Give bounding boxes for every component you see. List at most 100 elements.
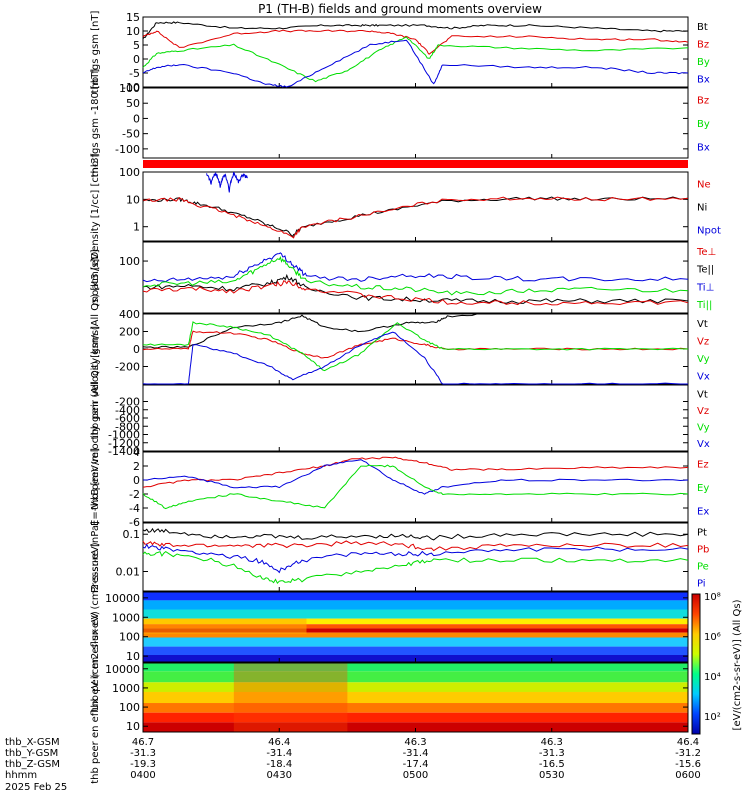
y-axis-label: thb peer velocity gsm (All Qs) [km/s]	[90, 326, 101, 510]
spectrogram-feature	[143, 618, 307, 634]
panel-9: 10000 1000 100 10 thb peer en eflux eV (cm2-…	[90, 611, 689, 784]
y-tick-label: 200	[119, 326, 140, 339]
y-tick-label: 10	[126, 720, 140, 733]
x-row-value: -19.3	[130, 759, 156, 770]
x-row-value: -15.6	[675, 759, 701, 770]
y-tick-label: 50	[126, 97, 140, 110]
y-tick-label: 10000	[105, 663, 140, 676]
y-tick-label: 2	[133, 460, 140, 473]
series-line-Te||	[142, 273, 689, 304]
x-row-label: hhmm	[5, 770, 37, 781]
x-row-value: -17.4	[403, 759, 429, 770]
y-tick-label: 10	[126, 650, 140, 663]
x-row-label: thb_Z-GSM	[5, 759, 60, 770]
y-tick-label: -6	[129, 516, 140, 529]
legend-entry: By	[697, 57, 710, 68]
spectrogram-band	[143, 671, 688, 683]
y-tick-label: -50	[122, 128, 140, 141]
y-tick-label: -10	[122, 81, 140, 94]
legend-entry: Pe	[697, 562, 709, 573]
x-row-value: 0400	[130, 770, 155, 781]
legend-entry: Pb	[697, 545, 709, 556]
y-tick-label: -5	[129, 67, 140, 80]
y-tick-label: 100	[119, 701, 140, 714]
y-tick-label: 0	[133, 343, 140, 356]
colorbar-tick-label: 10⁸	[704, 592, 721, 603]
spectrogram-band	[143, 712, 688, 723]
legend-entry: Ey	[697, 483, 709, 494]
y-tick-label: 100	[119, 255, 140, 268]
x-row-value: 46.7	[132, 737, 154, 748]
legend-entry: Vt	[697, 319, 708, 330]
y-tick-label: -1400	[108, 445, 140, 458]
x-row-value: 46.3	[541, 737, 563, 748]
series-line-Bz	[142, 29, 689, 55]
colorbar-tick-label: 10⁶	[704, 632, 721, 643]
y-axis-label: thb peir en eflux eV (cm2-s-sr-eV)	[90, 542, 101, 711]
x-row-value: 0500	[403, 770, 428, 781]
legend-entry: Ti⊥	[696, 282, 714, 293]
spectrogram-band	[143, 703, 688, 713]
y-axis-label: Density [1/cc] [cm-3]	[90, 153, 101, 259]
legend-entry: Te||	[696, 265, 714, 276]
series-line-Npot	[206, 171, 248, 193]
legend-entry: Bt	[697, 22, 708, 33]
spectrogram-band	[143, 646, 688, 655]
panel-8: 10000 1000 100 10 thb peir en eflux eV (cm2-…	[90, 542, 689, 712]
panel-frame	[142, 451, 689, 523]
spectrogram-band	[143, 691, 688, 704]
red-bar	[143, 160, 688, 168]
series-line-Ti⊥	[142, 252, 689, 283]
series-line-Vz	[142, 330, 689, 359]
panel-1: 100 50 0 -50 -100 thb fgs gsm -180 [nT] Bz By Bx	[90, 69, 710, 178]
spectrogram-band	[143, 600, 688, 610]
series-line-Bx	[143, 39, 689, 88]
legend-entry: Bx	[697, 142, 710, 153]
series-line-Pe	[142, 550, 689, 585]
y-tick-label: 0	[133, 112, 140, 125]
legend-entry: Ni	[697, 203, 707, 214]
y-tick-label: -600	[115, 412, 140, 425]
series-line-Ti||	[142, 256, 689, 296]
y-tick-label: 100	[119, 82, 140, 95]
colorbar-rect	[691, 593, 701, 735]
x-row-value: -31.3	[130, 748, 156, 759]
x-row-label: thb_X-GSM	[5, 737, 60, 748]
legend-entry: Vx	[697, 371, 710, 382]
y-tick-label: -1000	[108, 429, 140, 442]
legend-entry: Vx	[697, 439, 710, 450]
series-line-Ey	[142, 464, 689, 510]
y-tick-label: 1	[133, 221, 140, 234]
y-tick-label: -100	[115, 143, 140, 156]
series-line-Vy	[142, 321, 689, 372]
y-tick-label: 1000	[112, 682, 140, 695]
legend-entry: Pt	[697, 528, 707, 539]
series-line-Pt	[142, 527, 689, 541]
legend-entry: Vz	[697, 406, 709, 417]
y-tick-label: 0	[133, 53, 140, 66]
series-line-Ne	[142, 196, 689, 239]
x-row-value: -31.3	[539, 748, 565, 759]
legend-entry: Ex	[697, 506, 709, 517]
y-tick-label: -800	[115, 420, 140, 433]
y-tick-label: 5	[133, 39, 140, 52]
y-tick-label: -2	[129, 488, 140, 501]
y-axis-label: thb peir velocity gsm (All Qs) [km/s]	[90, 259, 101, 440]
legend-entry: Vz	[697, 336, 709, 347]
x-row-value: 46.4	[677, 737, 699, 748]
panel-3: 100 moat3 [eV] Te⊥ Te|| Ti⊥ Ti||	[90, 241, 716, 314]
spectrogram-band	[143, 632, 688, 638]
y-axis-label: thb fgs gsm -180 [nT]	[90, 69, 101, 178]
panel-7: 0.1 0.01 Pressure [nPa] Pt Pb Pe Pi	[90, 521, 709, 593]
colorbar-tick-label: 10²	[704, 712, 721, 723]
y-tick-label: 0.01	[116, 566, 141, 579]
x-row-value: -16.5	[539, 759, 565, 770]
legend-entry: Bz	[697, 39, 709, 50]
x-row-value: 0600	[675, 770, 700, 781]
date-label: 2025 Feb 25	[5, 782, 67, 793]
x-axis-labels: thb_X-GSM 46.7 46.4 46.3 46.3 46.4 thb_Y-GSM -3…	[5, 737, 701, 793]
legend-entry: Pi	[697, 579, 706, 590]
